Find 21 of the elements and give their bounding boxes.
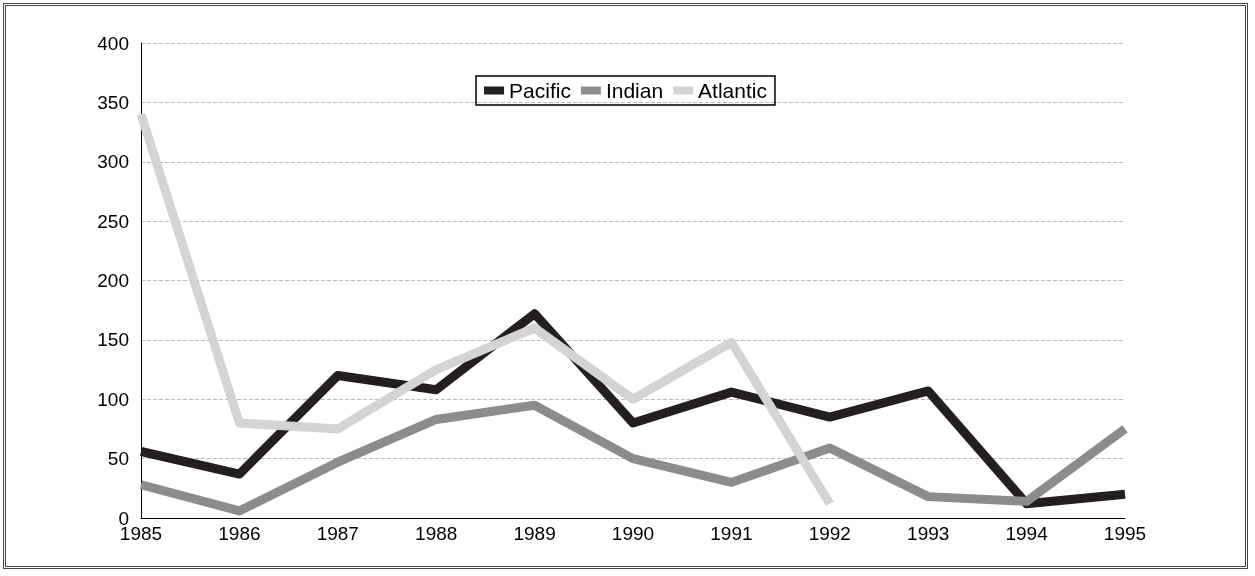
x-tick-label: 1992 bbox=[808, 523, 851, 544]
x-tick-label: 1994 bbox=[1005, 523, 1049, 544]
y-tick-label: 250 bbox=[97, 210, 129, 232]
x-tick-label: 1989 bbox=[513, 523, 556, 544]
x-tick-label: 1986 bbox=[218, 523, 261, 544]
x-tick-label: 1995 bbox=[1103, 523, 1147, 544]
x-tick-label: 1990 bbox=[611, 523, 655, 544]
x-tick-label: 1993 bbox=[907, 523, 950, 544]
y-tick-label: 400 bbox=[97, 32, 129, 54]
legend-label: Indian bbox=[605, 79, 664, 102]
y-tick-label: 350 bbox=[97, 91, 129, 113]
y-tick-label: 50 bbox=[107, 448, 129, 470]
x-tick-label: 1987 bbox=[316, 523, 359, 544]
y-tick-label: 200 bbox=[97, 270, 129, 291]
x-tick-label: 1991 bbox=[710, 523, 753, 544]
x-tick-label: 1988 bbox=[415, 523, 458, 544]
legend-label: Atlantic bbox=[698, 79, 767, 102]
legend-label: Pacific bbox=[509, 79, 571, 102]
y-tick-label: 300 bbox=[97, 151, 129, 173]
y-tick-label: 100 bbox=[97, 388, 129, 410]
y-tick-label: 150 bbox=[97, 329, 129, 351]
